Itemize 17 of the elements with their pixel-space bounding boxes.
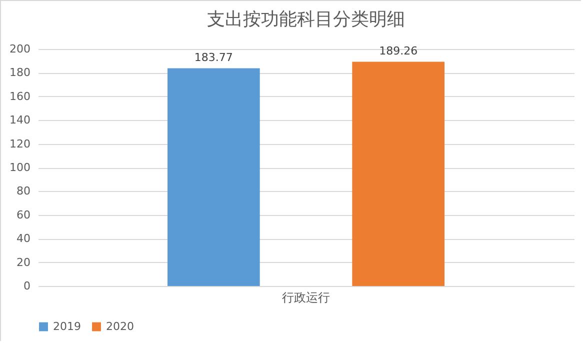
- y-tick-label: 20: [16, 256, 30, 269]
- y-tick-label: 60: [16, 208, 30, 222]
- data-label: 189.26: [379, 44, 418, 58]
- legend-label: 2020: [106, 320, 134, 333]
- y-tick-label: 100: [10, 161, 30, 174]
- y-tick-label: 80: [16, 184, 30, 198]
- y-tick-label: 0: [24, 280, 30, 292]
- x-tick-label: 行政运行: [282, 290, 330, 304]
- data-label: 183.77: [194, 51, 233, 64]
- y-tick-label: 140: [10, 114, 30, 127]
- y-tick-label: 200: [10, 42, 30, 56]
- chart-title: 支出按功能科目分类明细: [207, 9, 405, 30]
- y-tick-label: 40: [16, 232, 30, 246]
- y-tick-label: 180: [10, 66, 30, 80]
- y-tick-label: 120: [10, 137, 30, 150]
- legend-label: 2019: [53, 320, 81, 333]
- y-tick-label: 160: [10, 90, 30, 103]
